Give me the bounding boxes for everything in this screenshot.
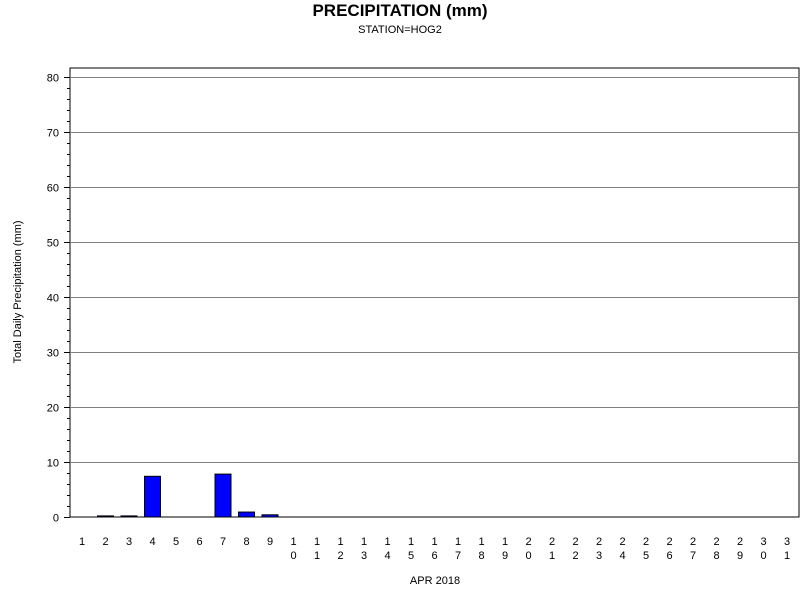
- x-tick-label: 3: [596, 550, 602, 562]
- y-tick-label: 20: [47, 403, 59, 415]
- x-tick-label: 7: [690, 550, 696, 562]
- x-tick-label: 3: [126, 536, 132, 548]
- x-tick-label: 5: [408, 550, 414, 562]
- x-tick-label: 1: [314, 536, 320, 548]
- x-tick-label: 2: [525, 536, 531, 548]
- x-tick-label: 1: [79, 536, 85, 548]
- x-tick-label: 7: [455, 550, 461, 562]
- bar: [214, 473, 232, 518]
- x-tick-label: 2: [619, 536, 625, 548]
- x-tick-label: 8: [713, 550, 719, 562]
- y-tick-label: 30: [47, 348, 59, 360]
- x-tick-label: 0: [525, 550, 531, 562]
- x-tick-label: 2: [737, 536, 743, 548]
- y-tick-label: 50: [47, 238, 59, 250]
- x-tick-label: 8: [478, 550, 484, 562]
- x-tick-label: 2: [337, 550, 343, 562]
- x-tick-label: 1: [455, 536, 461, 548]
- x-tick-label: 0: [760, 550, 766, 562]
- x-tick-label: 3: [760, 536, 766, 548]
- x-tick-label: 3: [784, 536, 790, 548]
- x-tick-label: 1: [361, 536, 367, 548]
- x-tick-label: 2: [596, 536, 602, 548]
- x-tick-label: 5: [173, 536, 179, 548]
- x-tick-label: 2: [690, 536, 696, 548]
- y-tick-label: 70: [47, 128, 59, 140]
- x-tick-label: 1: [784, 550, 790, 562]
- plot-frame: [69, 67, 800, 518]
- x-tick-label: 2: [666, 536, 672, 548]
- x-tick-label: 2: [572, 536, 578, 548]
- chart-title: PRECIPITATION (mm): [312, 1, 488, 20]
- x-tick-label: 4: [149, 536, 155, 548]
- x-tick-label: 6: [431, 550, 437, 562]
- x-tick-label: 1: [408, 536, 414, 548]
- y-tick-label: 60: [47, 183, 59, 195]
- x-tick-label: 8: [243, 536, 249, 548]
- x-tick-label: 5: [643, 550, 649, 562]
- x-tick-label: 1: [314, 550, 320, 562]
- bar: [238, 511, 255, 518]
- x-tick-label: 9: [737, 550, 743, 562]
- y-tick-label: 0: [53, 513, 59, 525]
- x-tick-label: 2: [572, 550, 578, 562]
- x-tick-label: 9: [267, 536, 273, 548]
- x-axis-label: APR 2018: [409, 575, 461, 587]
- bar: [261, 514, 279, 518]
- bar: [144, 475, 161, 518]
- x-tick-label: 1: [502, 536, 508, 548]
- x-tick-label: 1: [549, 550, 555, 562]
- bar: [120, 515, 138, 518]
- x-tick-label: 2: [713, 536, 719, 548]
- x-tick-label: 4: [384, 550, 390, 562]
- x-tick-label: 1: [290, 536, 296, 548]
- y-tick-label: 10: [47, 458, 59, 470]
- chart-subtitle: STATION=HOG2: [358, 24, 442, 36]
- x-tick-label: 3: [361, 550, 367, 562]
- bar: [97, 515, 114, 518]
- x-tick-label: 2: [102, 536, 108, 548]
- x-tick-label: 1: [337, 536, 343, 548]
- x-tick-label: 6: [666, 550, 672, 562]
- x-tick-label: 2: [643, 536, 649, 548]
- y-tick-label: 80: [47, 73, 59, 85]
- x-tick-label: 1: [431, 536, 437, 548]
- x-tick-label: 2: [549, 536, 555, 548]
- x-tick-label: 7: [220, 536, 226, 548]
- x-tick-label: 1: [384, 536, 390, 548]
- x-tick-label: 4: [619, 550, 625, 562]
- x-tick-label: 6: [196, 536, 202, 548]
- x-tick-label: 0: [290, 550, 296, 562]
- x-tick-label: 1: [478, 536, 484, 548]
- x-tick-label: 9: [502, 550, 508, 562]
- y-tick-label: 40: [47, 293, 59, 305]
